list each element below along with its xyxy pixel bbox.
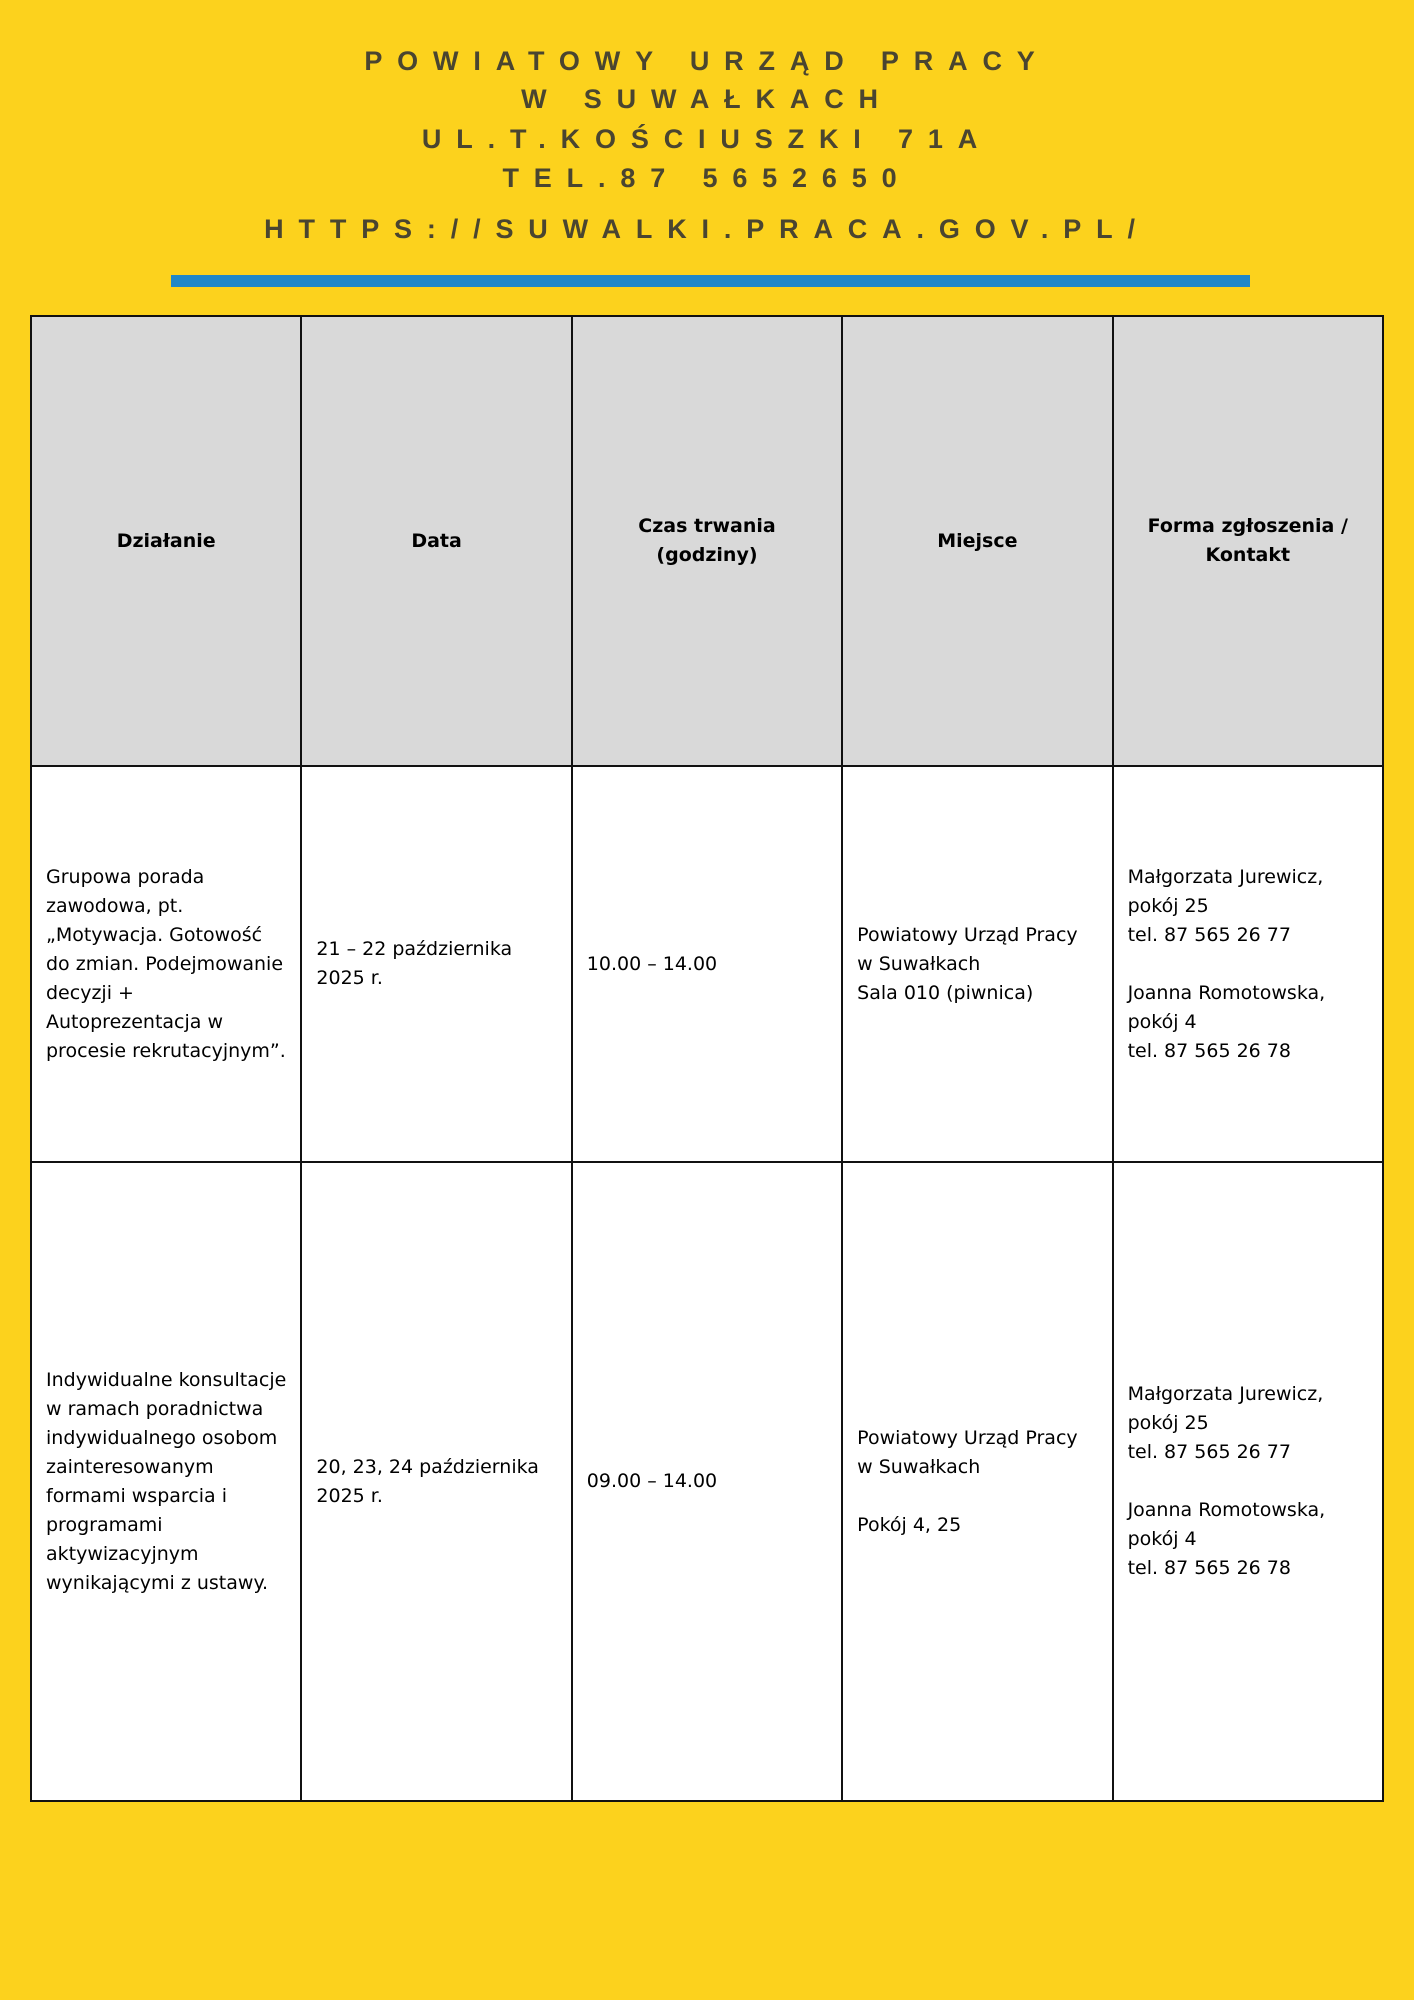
table-header-row: Działanie Data Czas trwania (godziny) Mi… [29, 315, 1385, 767]
col-header-dzialanie: Działanie [29, 315, 303, 767]
header-line-2: W SUWAŁKACH [521, 84, 893, 114]
blue-divider [171, 275, 1250, 287]
cell-kontakt: Małgorzata Jurewicz, pokój 25 tel. 87 56… [1111, 1161, 1385, 1802]
col-header-czas: Czas trwania (godziny) [570, 315, 844, 767]
cell-czas: 09.00 – 14.00 [570, 1161, 844, 1802]
cell-data: 20, 23, 24 października 2025 r. [300, 1161, 573, 1802]
table-row: Grupowa porada zawodowa, pt. „Motywacja.… [29, 765, 1385, 1163]
header-line-4: TEL.87 5652650 [502, 163, 912, 193]
cell-miejsce: Powiatowy Urząd Pracy w Suwałkach Pokój … [841, 1161, 1114, 1802]
header-url[interactable]: HTTPS://SUWALKI.PRACA.GOV.PL/ [264, 214, 1150, 244]
cell-data: 21 – 22 października 2025 r. [300, 765, 573, 1163]
cell-dzialanie: Indywidualne konsultacje w ramach poradn… [29, 1161, 303, 1802]
col-header-data: Data [300, 315, 573, 767]
schedule-table: Działanie Data Czas trwania (godziny) Mi… [29, 315, 1385, 1802]
cell-kontakt: Małgorzata Jurewicz, pokój 25 tel. 87 56… [1111, 765, 1385, 1163]
col-header-kontakt: Forma zgłoszenia / Kontakt [1111, 315, 1385, 767]
table-row: Indywidualne konsultacje w ramach poradn… [29, 1161, 1385, 1802]
col-header-miejsce: Miejsce [841, 315, 1114, 767]
cell-dzialanie: Grupowa porada zawodowa, pt. „Motywacja.… [29, 765, 303, 1163]
cell-czas: 10.00 – 14.00 [570, 765, 844, 1163]
cell-miejsce: Powiatowy Urząd Pracy w Suwałkach Sala 0… [841, 765, 1114, 1163]
header-line-1: POWIATOWY URZĄD PRACY [364, 46, 1050, 76]
header-line-3: UL.T.KOŚCIUSZKI 71A [421, 124, 993, 154]
